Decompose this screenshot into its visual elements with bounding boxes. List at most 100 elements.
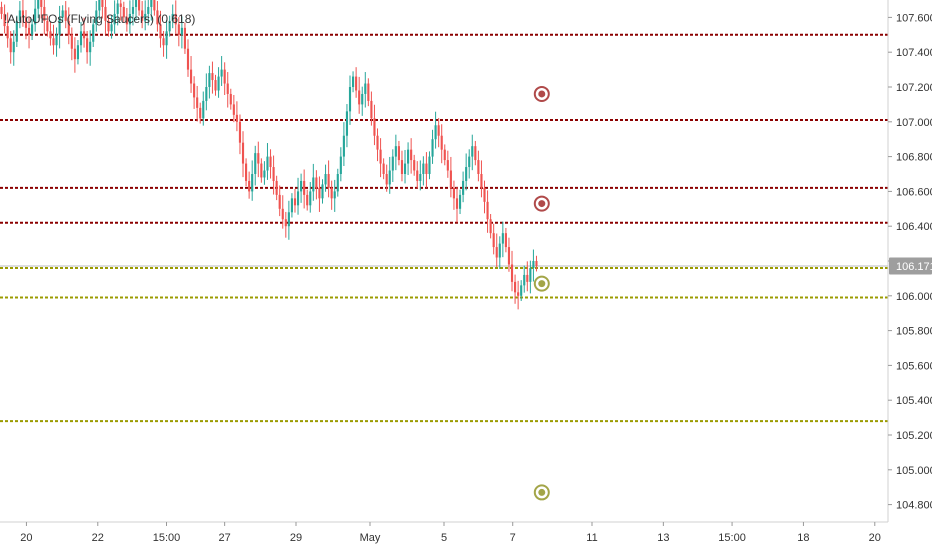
candle-body bbox=[489, 219, 492, 234]
candle-body bbox=[12, 41, 15, 53]
x-tick-label: 22 bbox=[92, 532, 104, 544]
candle-body bbox=[156, 10, 159, 25]
candle-body bbox=[119, 3, 122, 7]
time-axis[interactable]: 20 22 15:00 27 29 May 5 7 11 13 15:00 18 20 bbox=[20, 522, 881, 544]
candle-body bbox=[110, 24, 113, 32]
candle-body bbox=[458, 194, 462, 209]
candle-body bbox=[449, 170, 452, 188]
candle-body bbox=[492, 233, 495, 248]
candle-body bbox=[251, 174, 254, 192]
y-tick-label: 105.200 bbox=[896, 430, 932, 442]
candle-body bbox=[321, 184, 324, 199]
candle-body bbox=[278, 194, 281, 209]
candle-body bbox=[0, 6, 3, 14]
ufo-marker-core bbox=[538, 488, 546, 496]
candle-body bbox=[385, 174, 388, 185]
y-tick-label: 106.400 bbox=[896, 221, 932, 233]
candle-body bbox=[52, 38, 55, 46]
support-ufo-marker bbox=[533, 484, 550, 501]
candle-body bbox=[318, 187, 321, 199]
candle-body bbox=[498, 243, 501, 258]
last-price-label: 106.171 bbox=[896, 261, 932, 273]
candle-body bbox=[269, 156, 272, 168]
candle-body bbox=[532, 261, 535, 268]
candle-body bbox=[43, 6, 46, 21]
candle-body bbox=[98, 0, 101, 11]
candle-body bbox=[193, 83, 196, 98]
candle-body bbox=[486, 201, 489, 220]
candle-body bbox=[397, 146, 400, 161]
candle-body bbox=[49, 31, 52, 39]
x-tick-label: 7 bbox=[510, 532, 516, 544]
candle-body bbox=[144, 13, 147, 21]
candle-body bbox=[183, 27, 187, 49]
candle-body bbox=[131, 6, 135, 14]
candle-body bbox=[202, 100, 205, 119]
candle-body bbox=[125, 17, 128, 25]
candle-body bbox=[315, 177, 318, 188]
candle-body bbox=[168, 20, 171, 32]
x-tick-label: 15:00 bbox=[718, 532, 746, 544]
candle-body bbox=[226, 83, 229, 94]
candle-body bbox=[471, 146, 474, 157]
candle-body bbox=[254, 153, 257, 174]
ufo-marker-core bbox=[538, 90, 546, 98]
ufo-markers-layer bbox=[533, 85, 550, 501]
candle-body bbox=[483, 187, 486, 202]
candle-body bbox=[355, 76, 358, 91]
candle-body bbox=[235, 114, 238, 122]
candle-body bbox=[535, 261, 538, 267]
candle-body bbox=[189, 69, 193, 84]
candle-body bbox=[220, 69, 223, 77]
levels-layer bbox=[0, 33, 888, 423]
candle-body bbox=[34, 8, 37, 25]
candle-body bbox=[370, 100, 373, 119]
candle-body bbox=[440, 135, 443, 150]
candle-body bbox=[76, 45, 80, 60]
candle-body bbox=[165, 31, 168, 46]
candle-body bbox=[40, 0, 43, 7]
plot-area[interactable] bbox=[0, 0, 888, 522]
candle-body bbox=[223, 69, 226, 84]
candle-body bbox=[504, 233, 507, 248]
candle-body bbox=[37, 0, 40, 9]
candle-body bbox=[113, 13, 116, 25]
candle-body bbox=[171, 13, 174, 21]
candle-body bbox=[134, 0, 138, 7]
candle-body bbox=[306, 194, 309, 206]
last-price-tag: 106.171 bbox=[889, 257, 932, 275]
candle-body bbox=[199, 107, 202, 119]
candle-body bbox=[407, 149, 410, 164]
candle-body bbox=[214, 80, 217, 91]
candle-body bbox=[523, 274, 526, 286]
resistance-ufo-marker bbox=[533, 85, 550, 102]
candle-body bbox=[141, 10, 144, 21]
candle-body bbox=[410, 149, 413, 161]
candle-body bbox=[474, 146, 477, 161]
candle-body bbox=[526, 274, 529, 282]
candle-body bbox=[303, 180, 306, 195]
candle-body bbox=[95, 10, 98, 25]
y-tick-label: 106.800 bbox=[896, 152, 932, 164]
candle-body bbox=[24, 17, 28, 28]
candle-body bbox=[238, 121, 242, 143]
indicator-legend[interactable]: !AutoUFOs (Flying Saucers) (0.618) bbox=[4, 12, 195, 26]
candle-body bbox=[367, 83, 370, 101]
candle-body bbox=[73, 48, 76, 60]
candle-body bbox=[89, 41, 92, 53]
candle-body bbox=[330, 187, 333, 199]
candle-body bbox=[324, 174, 327, 185]
x-tick-label: 27 bbox=[219, 532, 231, 544]
candle-body bbox=[196, 97, 199, 108]
candle-body bbox=[480, 174, 483, 188]
y-tick-label: 107.600 bbox=[896, 12, 932, 24]
y-tick-label: 104.800 bbox=[896, 500, 932, 512]
candles-layer bbox=[0, 0, 538, 310]
candle-body bbox=[345, 111, 349, 136]
candle-body bbox=[116, 3, 119, 14]
candle-body bbox=[336, 174, 339, 192]
candle-body bbox=[122, 6, 125, 18]
candle-body bbox=[382, 163, 385, 174]
